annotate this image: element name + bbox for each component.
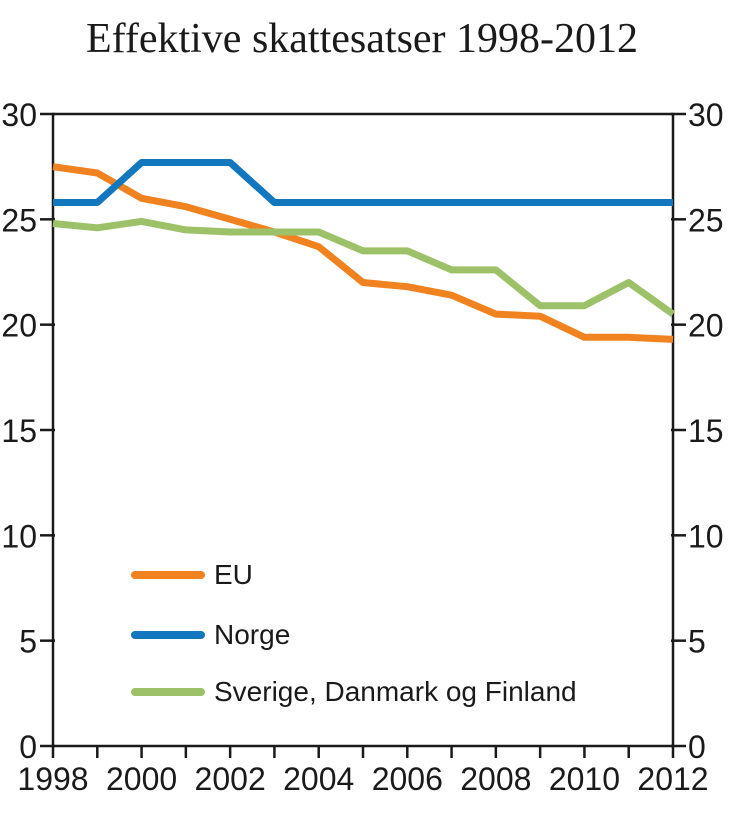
y-tick-label-right-5: 5 — [688, 624, 706, 660]
y-tick-label-left-15: 15 — [1, 413, 37, 449]
y-tick-label-right-15: 15 — [688, 413, 724, 449]
y-tick-label-right-10: 10 — [688, 518, 724, 554]
x-tick-label-2006: 2006 — [372, 761, 443, 797]
series-line-sverige-danmark-og-finland — [52, 217, 676, 317]
plot-area: 0 0 5 5 10 10 15 15 20 20 25 25 30 30 1998 2000 2002 2004… — [1, 97, 723, 797]
x-tick-label-2004: 2004 — [283, 761, 354, 797]
y-tick-label-left-30: 30 — [1, 97, 37, 133]
x-tick-label-2002: 2002 — [195, 761, 266, 797]
y-tick-label-left-10: 10 — [1, 518, 37, 554]
y-tick-label-right-25: 25 — [688, 202, 724, 238]
y-tick-label-right-30: 30 — [688, 97, 724, 133]
y-tick-label-left-5: 5 — [19, 624, 37, 660]
series-line-norge — [53, 159, 673, 206]
chart-title: Effektive skattesatser 1998-2012 — [86, 16, 638, 62]
series-line-eu — [52, 163, 674, 343]
plot-frame — [51, 112, 675, 748]
x-tick-label-1998: 1998 — [17, 761, 88, 797]
x-tick-label-2008: 2008 — [460, 761, 531, 797]
y-tick-label-left-0: 0 — [19, 729, 37, 765]
x-tick-label-2012: 2012 — [637, 761, 708, 797]
x-tick-label-2010: 2010 — [549, 761, 620, 797]
x-tick-label-2000: 2000 — [106, 761, 177, 797]
y-tick-label-right-20: 20 — [688, 308, 724, 344]
y-tick-label-left-25: 25 — [1, 202, 37, 238]
y-tick-label-right-0: 0 — [688, 729, 706, 765]
y-tick-label-left-20: 20 — [1, 308, 37, 344]
